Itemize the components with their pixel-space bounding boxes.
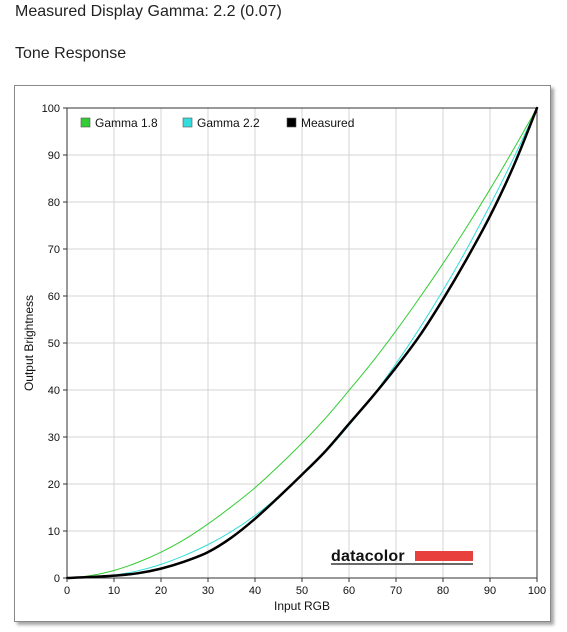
x-tick-label: 80 (437, 585, 449, 597)
legend-swatch (286, 117, 297, 128)
y-tick-label: 80 (48, 197, 60, 209)
tone-response-chart: 0 10 20 30 40 50 60 70 80 90 100 0 10 20 30 40 50 60 70 80… (22, 103, 546, 613)
section-title: Tone Response (15, 45, 127, 62)
x-axis-title: Input RGB (274, 599, 330, 613)
legend-swatch (182, 117, 193, 128)
chart-frame: 0 10 20 30 40 50 60 70 80 90 100 0 10 20 30 40 50 60 70 80… (14, 85, 551, 622)
y-tick-label: 10 (48, 526, 60, 538)
x-tick-label: 70 (390, 585, 402, 597)
y-tick-label: 100 (42, 103, 60, 115)
grid (66, 107, 538, 579)
x-tick-label: 90 (484, 585, 496, 597)
x-tick-labels: 0 10 20 30 40 50 60 70 80 90 100 (64, 578, 546, 597)
y-tick-label: 40 (48, 385, 60, 397)
y-tick-label: 50 (48, 338, 60, 350)
page-header: Measured Display Gamma: 2.2 (0.07) (15, 3, 282, 20)
y-tick-label: 70 (48, 244, 60, 256)
y-tick-label: 90 (48, 150, 60, 162)
series-line-gamma-1-8 (66, 107, 538, 579)
y-tick-label: 20 (48, 479, 60, 491)
y-tick-label: 60 (48, 291, 60, 303)
datacolor-logo: datacolor (331, 548, 473, 565)
x-tick-label: 60 (343, 585, 355, 597)
y-tick-label: 30 (48, 432, 60, 444)
legend-label: Measured (301, 116, 354, 130)
y-tick-labels: 0 10 20 30 40 50 60 70 80 90 100 (42, 103, 67, 585)
legend: Gamma 1.8 Gamma 2.2 Measured (80, 116, 354, 130)
y-axis-title: Output Brightness (22, 295, 36, 391)
series-line-measured (65, 106, 539, 580)
x-tick-label: 30 (202, 585, 214, 597)
x-tick-label: 0 (64, 585, 70, 597)
logo-bar (415, 551, 473, 561)
legend-label: Gamma 1.8 (95, 116, 158, 130)
logo-text: datacolor (331, 548, 405, 565)
x-tick-label: 100 (528, 585, 546, 597)
legend-label: Gamma 2.2 (197, 116, 260, 130)
x-tick-label: 10 (108, 585, 120, 597)
x-tick-label: 20 (155, 585, 167, 597)
x-tick-label: 50 (296, 585, 308, 597)
series-lines (65, 106, 539, 580)
legend-swatch (80, 117, 91, 128)
x-tick-label: 40 (249, 585, 261, 597)
y-tick-label: 0 (54, 573, 60, 585)
